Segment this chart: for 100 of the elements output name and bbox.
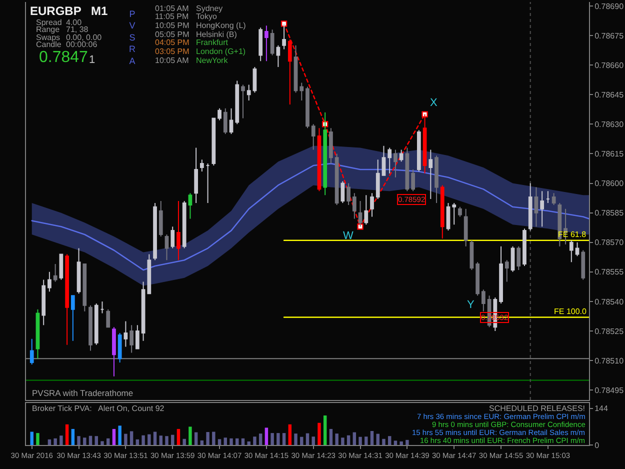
annotation: Helsinki (B) (196, 30, 238, 39)
y-tick-label: 0.78540 (594, 297, 624, 306)
annotation: 05:05 PM (155, 30, 190, 39)
bar (218, 439, 222, 445)
candlestick (300, 82, 304, 102)
bar (77, 436, 80, 445)
bar (230, 438, 233, 445)
y-tick-label: 0.78525 (594, 326, 624, 336)
annotation: Spread (36, 18, 62, 27)
bar (288, 424, 292, 445)
bar (258, 434, 262, 445)
bar (264, 428, 268, 445)
bar (106, 438, 110, 445)
candlestick (42, 279, 46, 326)
bar (100, 441, 104, 445)
candlestick (194, 147, 198, 204)
candlestick (218, 108, 222, 121)
candlestick (118, 332, 122, 364)
candlestick (94, 302, 98, 346)
bar (352, 432, 356, 445)
candlestick (452, 202, 456, 226)
y-tick-label: 0.78495 (594, 386, 624, 395)
y-tick-label: 0.78615 (594, 150, 624, 159)
bar (370, 431, 374, 445)
bar (159, 436, 162, 445)
candlestick (153, 202, 157, 261)
bar (54, 438, 57, 445)
bar (136, 439, 140, 445)
candlestick (434, 155, 438, 204)
bar (364, 436, 368, 445)
candlestick (276, 44, 280, 68)
candlestick (76, 248, 81, 294)
bar (323, 415, 327, 445)
candlestick (504, 260, 509, 282)
annotation: 01:05 AM (155, 4, 190, 13)
bar (236, 438, 239, 445)
annotation: Candle (36, 40, 62, 49)
candlestick (212, 118, 216, 166)
bar (212, 432, 216, 445)
bar (306, 433, 310, 445)
annotation: Sydney (196, 4, 223, 13)
y-tick-label: 0.78630 (594, 120, 624, 129)
bar (270, 433, 274, 445)
series-label: FE 61.8 (558, 230, 587, 239)
bar (171, 434, 174, 445)
y-tick-label: 0.78645 (594, 90, 624, 100)
candlestick (317, 128, 322, 192)
candlestick (399, 149, 404, 162)
candlestick (340, 180, 345, 204)
bar (36, 433, 40, 445)
candlestick (411, 168, 415, 192)
candlestick (382, 145, 386, 176)
bar (130, 431, 134, 445)
bar (112, 428, 116, 445)
bar (335, 434, 338, 445)
annotation: 10:05 AM (155, 56, 190, 65)
candlestick (470, 240, 474, 270)
annotation: 0.00, 0.00 (66, 33, 102, 42)
bar (318, 422, 321, 445)
bar (118, 426, 122, 445)
candlestick (370, 192, 374, 218)
candlestick (164, 234, 169, 261)
annotation: 10:05 PM (155, 21, 190, 30)
bar (388, 436, 392, 445)
candlestick (206, 163, 210, 204)
bar (300, 436, 304, 445)
candlestick (329, 128, 333, 164)
candlestick (311, 124, 316, 150)
candlestick (30, 338, 34, 366)
bar (358, 436, 362, 445)
bar (48, 439, 52, 445)
candlestick (59, 254, 64, 280)
annotation: PVSRA (129, 9, 136, 66)
bar (247, 441, 250, 445)
y-tick-label: 0.78555 (594, 268, 624, 277)
bar (253, 436, 256, 445)
bar (88, 436, 92, 445)
candlestick (516, 246, 521, 270)
annotation: 0.7847 (39, 49, 88, 66)
candlestick (575, 242, 580, 257)
candlestick (100, 300, 104, 314)
annotation: Y (467, 299, 475, 311)
candlestick (446, 202, 450, 232)
candlestick (352, 192, 356, 220)
bar (200, 440, 204, 445)
candlestick (476, 262, 480, 296)
candlestick (569, 240, 574, 263)
annotation: Swaps (36, 33, 60, 42)
candlestick (124, 320, 128, 348)
annotation: W (343, 230, 354, 242)
bar (142, 435, 145, 445)
candlestick (510, 246, 515, 272)
annotation: X (430, 97, 438, 109)
bar (206, 432, 210, 445)
candlestick (88, 304, 92, 352)
annotation: M1 (91, 4, 108, 18)
line-series (31, 162, 589, 271)
y-tick-label: 0.78585 (594, 208, 624, 218)
candlestick (188, 192, 192, 220)
candlestick (294, 44, 298, 94)
